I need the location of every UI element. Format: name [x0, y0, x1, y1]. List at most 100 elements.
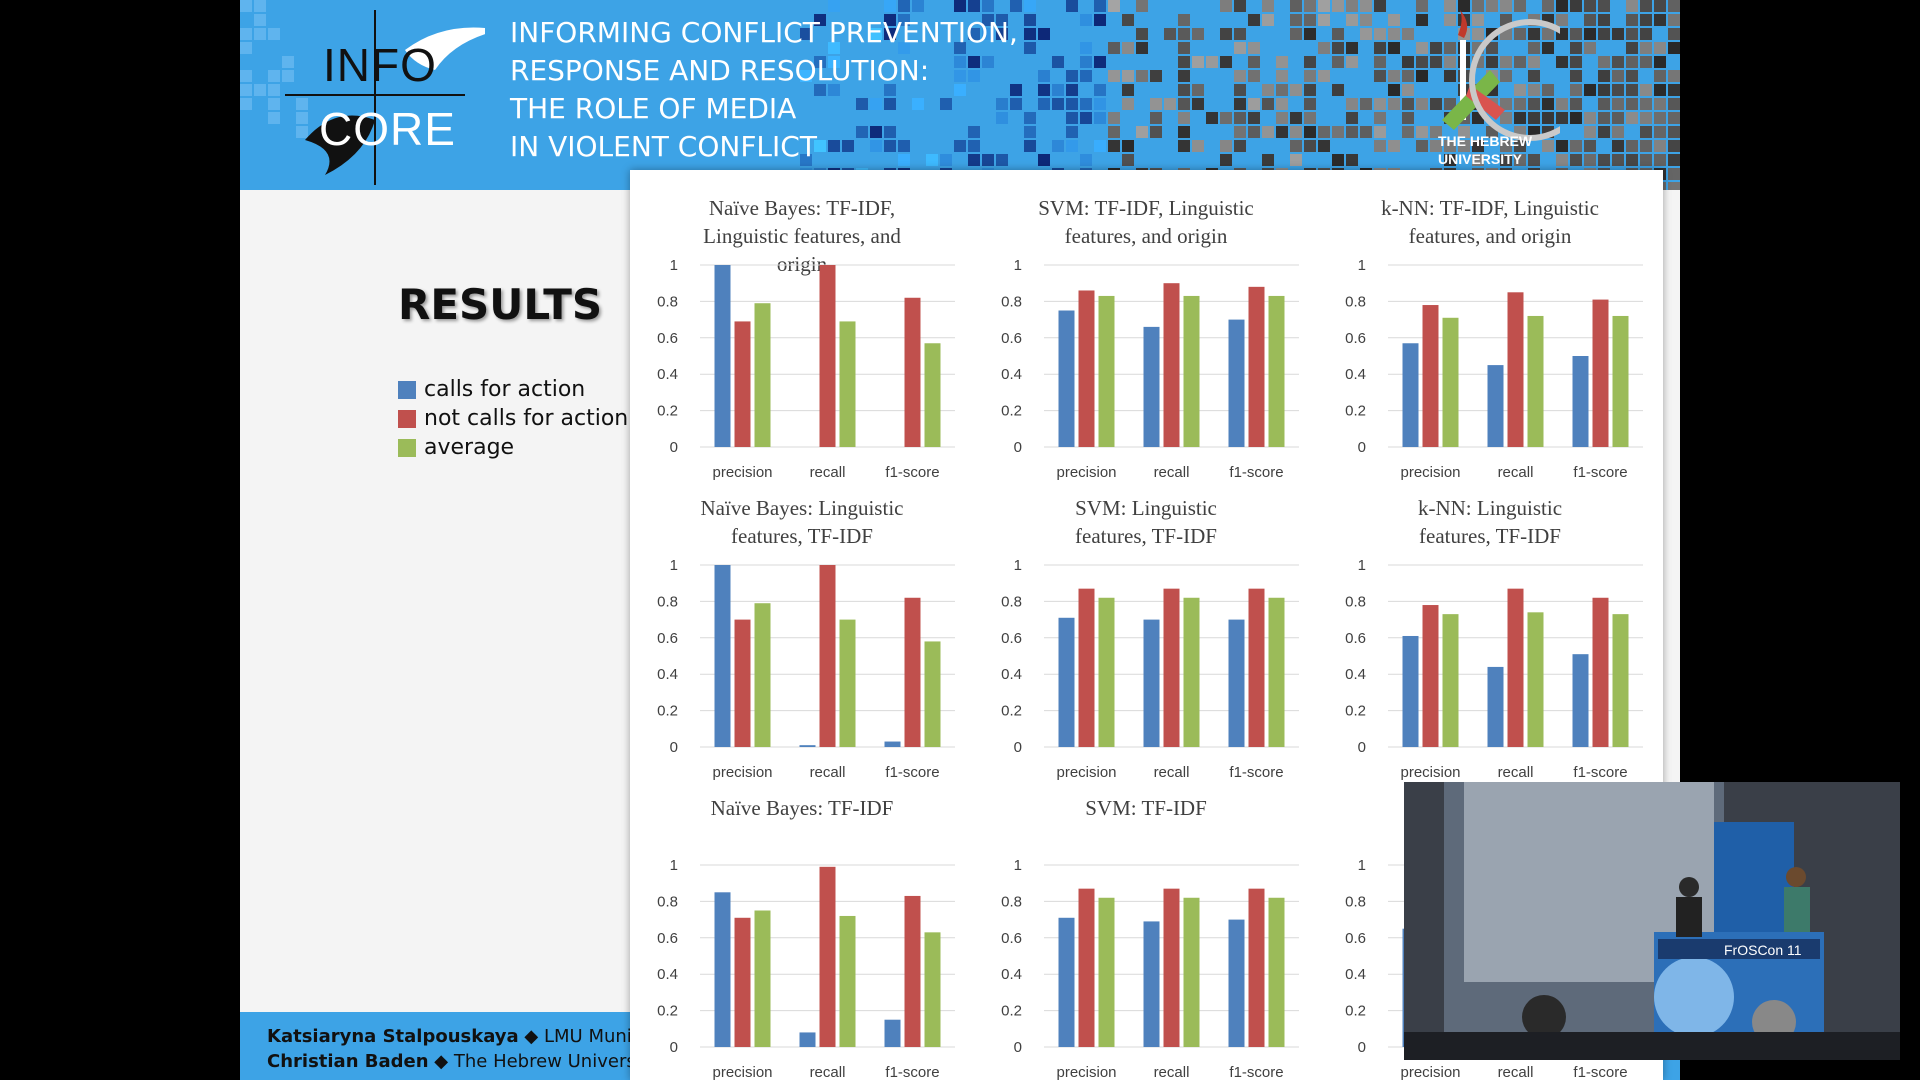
bar	[1228, 619, 1245, 747]
header-tile	[240, 70, 252, 82]
header-tile	[1066, 126, 1078, 138]
header-tile	[1388, 98, 1400, 110]
header-tile	[1612, 112, 1624, 124]
header-tile	[1206, 112, 1218, 124]
header-tile	[912, 98, 924, 110]
bar	[839, 915, 856, 1047]
header-tile	[1346, 98, 1358, 110]
header-tile	[1486, 0, 1498, 12]
university-name: THE HEBREW UNIVERSITY	[1438, 132, 1532, 168]
header-tile	[1570, 112, 1582, 124]
header-tile	[1458, 0, 1470, 12]
header-tile	[1430, 98, 1442, 110]
chart-title: SVM: Linguistic	[1075, 496, 1217, 520]
header-tile	[254, 14, 266, 26]
header-tile	[968, 70, 980, 82]
header-tile	[1500, 56, 1512, 68]
header-tile	[1038, 28, 1050, 40]
bar	[1163, 888, 1180, 1047]
header-tile	[1304, 0, 1316, 12]
y-tick-label: 0.8	[1001, 893, 1022, 910]
header-tile	[1220, 140, 1232, 152]
header-tile	[1164, 28, 1176, 40]
bar	[799, 1032, 816, 1047]
header-tile	[1654, 112, 1666, 124]
y-tick-label: 0.4	[1001, 666, 1022, 683]
header-tile	[884, 140, 896, 152]
university-line: UNIVERSITY	[1438, 151, 1523, 167]
header-tile	[1668, 0, 1680, 12]
header-tile	[1514, 98, 1526, 110]
header-tile	[1262, 14, 1274, 26]
bar	[1183, 897, 1200, 1047]
header-tile	[1346, 0, 1358, 12]
header-tile	[1542, 84, 1554, 96]
header-tile	[954, 56, 966, 68]
bar	[1592, 597, 1609, 747]
y-tick-label: 0	[670, 439, 678, 456]
header-tile	[1388, 84, 1400, 96]
y-tick-label: 0.2	[1001, 403, 1022, 420]
header-tile	[1374, 28, 1386, 40]
bar	[1163, 283, 1180, 447]
chart-svm-ling: SVM: Linguistic features, TF-IDF 0 0.2 0.4 0.…	[1001, 496, 1299, 781]
header-tile	[1584, 140, 1596, 152]
header-tile	[1346, 56, 1358, 68]
bar	[734, 917, 751, 1047]
chart-title: Naïve Bayes: TF-IDF	[711, 796, 894, 820]
header-tile	[870, 98, 882, 110]
bar	[1248, 888, 1265, 1047]
header-tile	[1374, 70, 1386, 82]
header-tile	[1640, 126, 1652, 138]
header-tile	[1444, 140, 1456, 152]
header-tile	[1080, 56, 1092, 68]
chart-title: origin	[777, 252, 828, 276]
header-tile	[1416, 0, 1428, 12]
header-tile	[1220, 56, 1232, 68]
header-tile	[1514, 0, 1526, 12]
header-tile	[1178, 98, 1190, 110]
y-tick-label: 0	[1014, 739, 1022, 756]
header-tile	[1262, 84, 1274, 96]
froscon-banner-text: FrOSCon 11	[1724, 942, 1802, 958]
bullet-icon: ◆	[434, 1051, 449, 1072]
bar	[1442, 317, 1459, 447]
y-tick-label: 0	[1014, 1039, 1022, 1056]
bar	[819, 866, 836, 1047]
y-tick-label: 0	[1358, 739, 1366, 756]
author-line-1: Katsiaryna Stalpouskaya ◆ LMU Munich	[267, 1026, 653, 1047]
x-tick-label: recall	[1154, 764, 1190, 781]
header-tile	[1038, 70, 1050, 82]
bar	[1248, 286, 1265, 447]
chart-title: features, TF-IDF	[731, 524, 873, 548]
header-tile	[1122, 84, 1134, 96]
chart-title: SVM: TF-IDF	[1085, 796, 1207, 820]
bar	[1487, 666, 1504, 747]
header-tile	[1514, 112, 1526, 124]
header-tile	[1304, 56, 1316, 68]
header-tile	[1444, 14, 1456, 26]
header-tile	[1542, 112, 1554, 124]
header-tile	[1598, 28, 1610, 40]
bar	[1183, 597, 1200, 747]
header-tile	[1024, 42, 1036, 54]
header-tile	[1290, 140, 1302, 152]
header-tile	[1514, 84, 1526, 96]
header-tile	[1486, 42, 1498, 54]
header-tile	[814, 84, 826, 96]
header-tile	[296, 98, 308, 110]
header-tile	[968, 126, 980, 138]
header-tile	[1402, 56, 1414, 68]
header-tile	[1304, 98, 1316, 110]
header-tile	[1080, 112, 1092, 124]
legend-label: calls for action	[424, 377, 586, 402]
bar	[1612, 614, 1629, 747]
bar	[1058, 310, 1075, 447]
header-tile	[1570, 0, 1582, 12]
chart-title: features, TF-IDF	[1419, 524, 1561, 548]
bar	[1527, 315, 1544, 447]
bar	[734, 619, 751, 747]
x-tick-label: recall	[1154, 464, 1190, 481]
header-tile	[1108, 126, 1120, 138]
header-tile	[1262, 126, 1274, 138]
